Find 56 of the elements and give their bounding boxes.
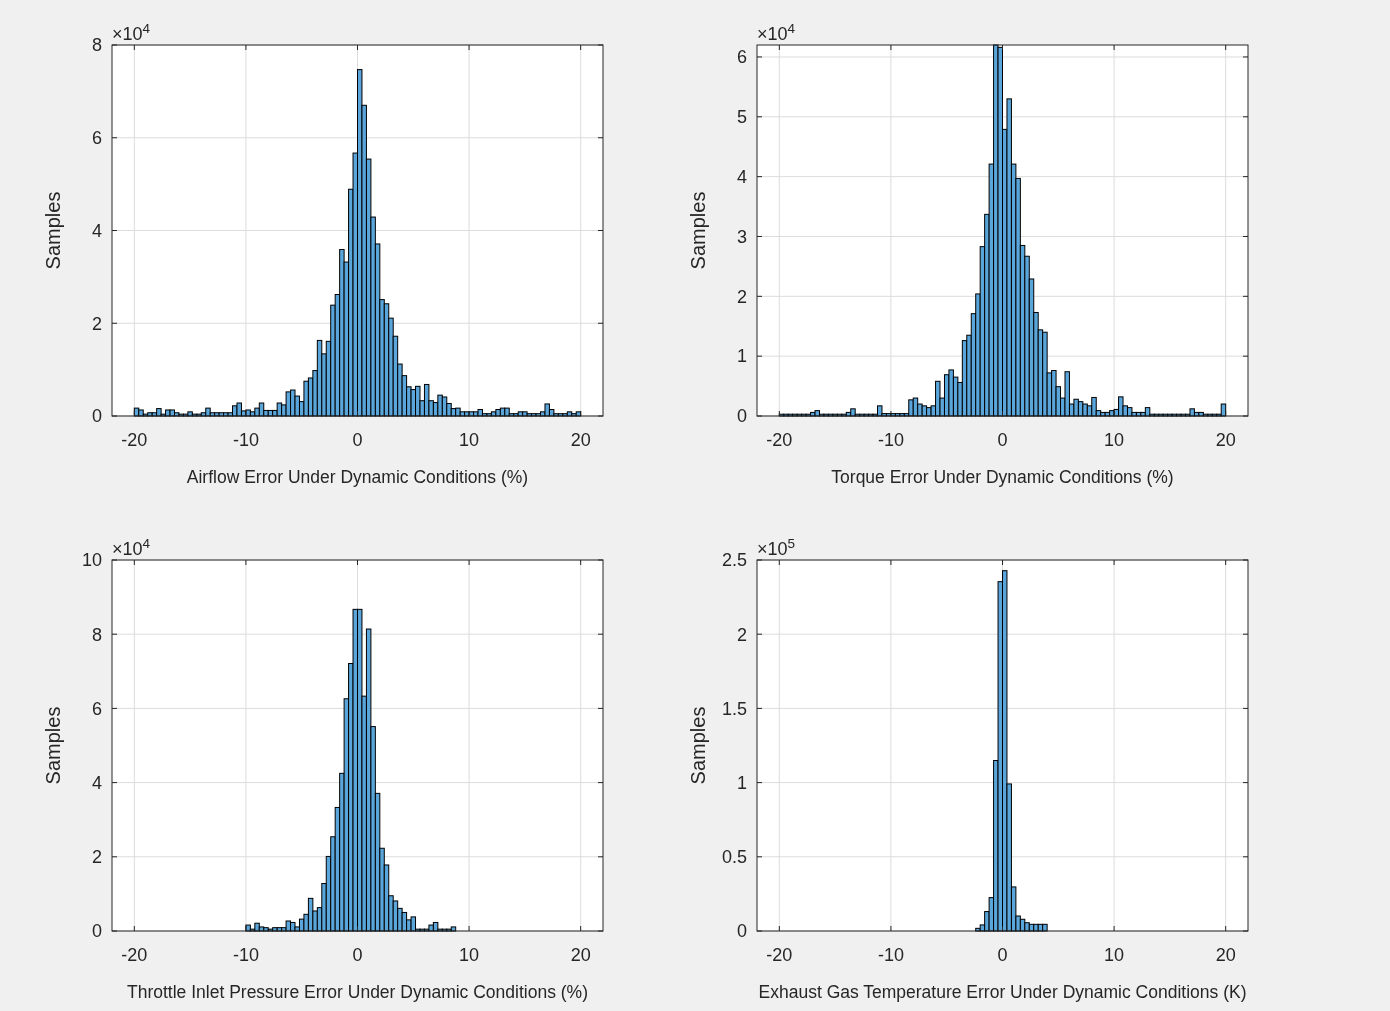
x-tick-label: -20 — [766, 945, 793, 965]
x-tick-label: 0 — [352, 430, 363, 450]
x-axis-title: Airflow Error Under Dynamic Conditions (%) — [186, 467, 529, 487]
x-axis-title: Torque Error Under Dynamic Conditions (%) — [831, 467, 1174, 487]
x-tick-label: 20 — [570, 430, 591, 450]
y-tick-label: 3 — [736, 226, 747, 247]
y-tick-label: 0.5 — [721, 847, 747, 868]
y-tick-label: 6 — [91, 128, 102, 149]
y-tick-label: 0 — [91, 921, 102, 942]
y-axis-title: Samples — [687, 191, 709, 270]
y-axis-title: Samples — [42, 706, 64, 785]
y-axis-title: Samples — [687, 706, 709, 785]
y-tick-label: 5 — [736, 107, 747, 128]
y-tick-label: 1 — [736, 346, 747, 367]
x-tick-label: 20 — [570, 945, 591, 965]
y-tick-label: 8 — [91, 35, 102, 56]
y-tick-label: 8 — [91, 624, 102, 645]
text: ×10$^{5}$ — [757, 535, 796, 559]
x-tick-label: 10 — [459, 945, 480, 965]
x-tick-label: 0 — [352, 945, 363, 965]
y-tick-label: 0 — [736, 921, 747, 942]
y-axis-title: Samples — [42, 191, 64, 270]
x-tick-label: 20 — [1215, 945, 1236, 965]
text: ×10$^{4}$ — [112, 20, 151, 44]
y-tick-label: 2 — [736, 286, 747, 307]
x-tick-label: -10 — [232, 430, 259, 450]
x-tick-label: -10 — [877, 945, 904, 965]
x-tick-label: 0 — [997, 430, 1008, 450]
y-tick-label: 1.5 — [721, 698, 747, 719]
x-tick-label: 10 — [1104, 945, 1125, 965]
y-tick-label: 4 — [736, 166, 747, 187]
x-tick-label: -20 — [121, 430, 148, 450]
x-tick-label: -20 — [766, 430, 793, 450]
y-tick-label: 0 — [91, 406, 102, 427]
y-tick-label: 2 — [736, 624, 747, 645]
y-tick-label: 4 — [91, 772, 102, 793]
y-tick-label: 2 — [91, 847, 102, 868]
y-tick-label: 10 — [81, 550, 102, 571]
x-tick-label: 10 — [1104, 430, 1125, 450]
y-tick-label: 2.5 — [721, 550, 747, 571]
y-tick-label: 2 — [91, 313, 102, 334]
x-tick-label: 0 — [997, 945, 1008, 965]
text: ×10$^{4}$ — [757, 20, 796, 44]
x-axis-title: Exhaust Gas Temperature Error Under Dynamic Conditions (K) — [758, 982, 1247, 1002]
y-tick-label: 6 — [91, 698, 102, 719]
text: ×10$^{4}$ — [112, 535, 151, 559]
x-tick-label: 20 — [1215, 430, 1236, 450]
y-tick-label: 1 — [736, 772, 747, 793]
y-tick-label: 0 — [736, 406, 747, 427]
x-axis-title: Throttle Inlet Pressure Error Under Dynamic Conditions (%) — [127, 982, 588, 1002]
x-tick-label: 10 — [459, 430, 480, 450]
y-tick-label: 4 — [91, 220, 102, 241]
x-tick-label: -10 — [877, 430, 904, 450]
x-tick-label: -10 — [232, 945, 259, 965]
y-tick-label: 6 — [736, 47, 747, 68]
x-tick-label: -20 — [121, 945, 148, 965]
